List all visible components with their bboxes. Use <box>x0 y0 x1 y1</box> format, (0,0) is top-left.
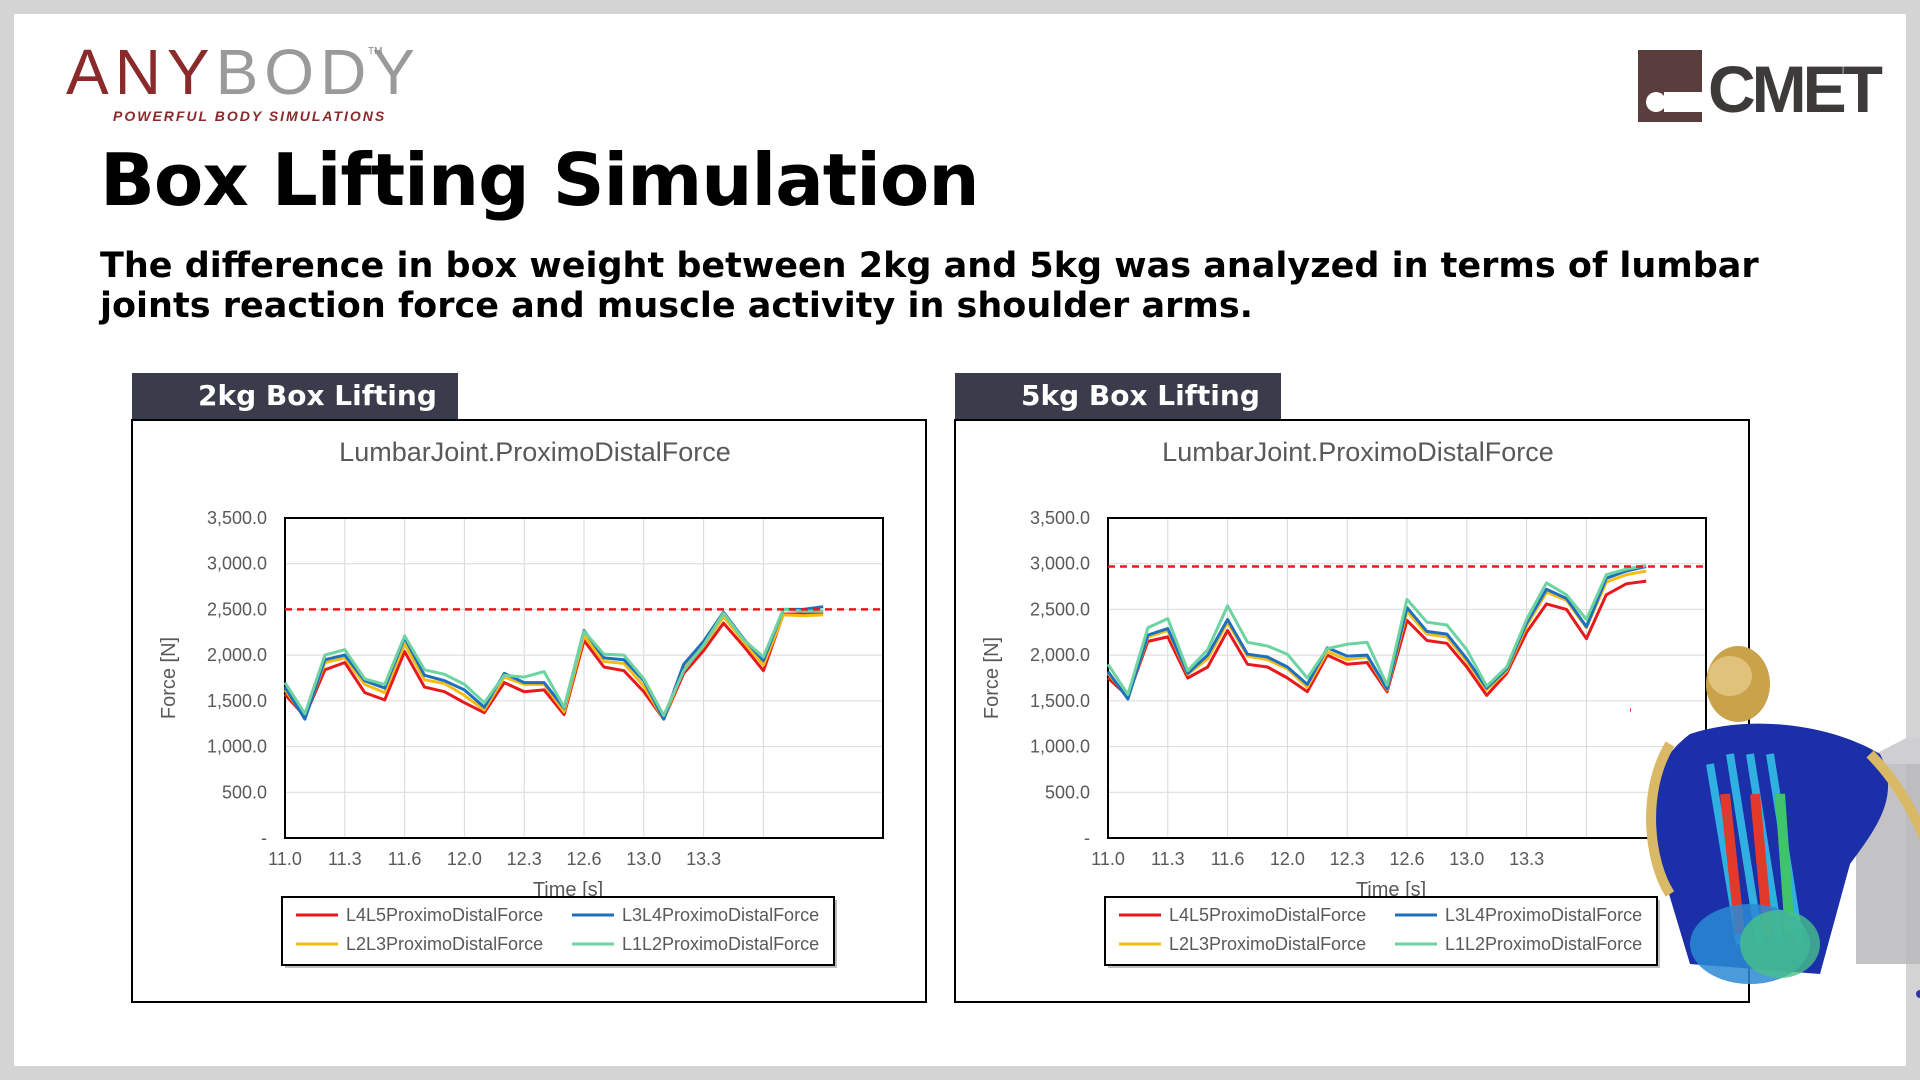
page-title: Box Lifting Simulation <box>100 138 980 222</box>
x-tick-label: 12.6 <box>566 849 601 869</box>
x-tick-label: 11.6 <box>1211 849 1245 869</box>
y-tick-label: 2,000.0 <box>1030 645 1090 665</box>
legend-label: L2L3ProximoDistalForce <box>1169 934 1366 954</box>
series-line-L4L5ProximoDistalForce <box>283 611 824 721</box>
chart-title: LumbarJoint.ProximoDistalForce <box>339 437 731 467</box>
y-tick-label: - <box>261 828 267 848</box>
x-tick-label: 11.0 <box>268 849 302 869</box>
y-tick-label: 1,000.0 <box>207 737 267 757</box>
y-tick-label: 3,000.0 <box>1030 554 1090 574</box>
logo-tagline: POWERFUL BODY SIMULATIONS <box>113 108 387 124</box>
x-tick-label: 12.6 <box>1389 849 1424 869</box>
x-tick-label: 13.3 <box>1509 849 1544 869</box>
logo-any-text: ANY <box>66 36 216 108</box>
chart-panel-2kg: LumbarJoint.ProximoDistalForce 11.0 11.3 11… <box>131 419 927 1003</box>
plot-area-frame <box>284 517 884 839</box>
series-line-L4L5ProximoDistalForce <box>1106 579 1647 698</box>
legend-label: L3L4ProximoDistalForce <box>622 905 819 925</box>
musculoskeletal-model-image <box>1630 646 1920 998</box>
cmet-logo: CMET <box>1638 50 1887 122</box>
slide: ANYBODY TM POWERFUL BODY SIMULATIONS CME… <box>14 14 1920 1066</box>
series-line-L2L3ProximoDistalForce <box>283 613 824 721</box>
y-tick-label: 1,000.0 <box>1030 737 1090 757</box>
y-tick-label: 2,500.0 <box>207 599 267 619</box>
x-tick-label: 11.3 <box>328 849 362 869</box>
x-tick-label: 12.3 <box>507 849 542 869</box>
plot-area-frame <box>1107 517 1707 839</box>
y-tick-label: 500.0 <box>1045 782 1090 802</box>
x-tick-label: 13.3 <box>686 849 721 869</box>
legend-label: L4L5ProximoDistalForce <box>346 905 543 925</box>
legend-box <box>1104 896 1658 966</box>
legend-label: L1L2ProximoDistalForce <box>622 934 819 954</box>
x-axis-label: Time [s] <box>1356 879 1426 901</box>
series-line-L1L2ProximoDistalForce <box>1106 564 1647 696</box>
legend-label: L2L3ProximoDistalForce <box>346 934 543 954</box>
y-tick-label: 3,500.0 <box>1030 508 1090 528</box>
x-tick-label: 11.6 <box>388 849 422 869</box>
y-tick-label: 2,500.0 <box>1030 599 1090 619</box>
panel-tab-2kg: 2kg Box Lifting <box>132 373 458 419</box>
y-tick-label: 3,000.0 <box>207 554 267 574</box>
logo-body-text: BODY <box>215 36 421 108</box>
chart-panel-5kg: LumbarJoint.ProximoDistalForce 11.0 11.3 11… <box>954 419 1750 1003</box>
logo-trademark: TM <box>368 46 383 57</box>
legend-label: L4L5ProximoDistalForce <box>1169 905 1366 925</box>
series-line-L1L2ProximoDistalForce <box>283 607 824 717</box>
legend-label: L3L4ProximoDistalForce <box>1445 905 1642 925</box>
panel-tab-5kg: 5kg Box Lifting <box>955 373 1281 419</box>
y-tick-label: 1,500.0 <box>1030 691 1090 711</box>
x-tick-label: 11.3 <box>1151 849 1185 869</box>
y-tick-label: 500.0 <box>222 782 267 802</box>
y-tick-label: 3,500.0 <box>207 508 267 528</box>
y-tick-label: 1,500.0 <box>207 691 267 711</box>
y-axis-label: Force [N] <box>158 637 180 719</box>
anybody-logo: ANYBODY TM POWERFUL BODY SIMULATIONS <box>66 36 421 124</box>
chart-title: LumbarJoint.ProximoDistalForce <box>1162 437 1554 467</box>
x-tick-label: 12.3 <box>1330 849 1365 869</box>
y-axis-label: Force [N] <box>981 637 1003 719</box>
x-axis-label: Time [s] <box>533 879 603 901</box>
legend-label: L1L2ProximoDistalForce <box>1445 934 1642 954</box>
subtitle: The difference in box weight between 2kg… <box>100 246 1759 326</box>
x-tick-label: 13.0 <box>1449 849 1484 869</box>
legend-box <box>281 896 835 966</box>
lumbar-force-chart-5kg: LumbarJoint.ProximoDistalForce 11.0 11.3 11… <box>981 437 1707 968</box>
cmet-logo-text: CMET <box>1708 52 1883 122</box>
x-tick-label: 12.0 <box>1270 849 1305 869</box>
x-tick-label: 12.0 <box>447 849 482 869</box>
y-tick-label: - <box>1084 828 1090 848</box>
series-line-L3L4ProximoDistalForce <box>1106 565 1647 701</box>
x-tick-label: 11.0 <box>1091 849 1125 869</box>
y-tick-label: 2,000.0 <box>207 645 267 665</box>
x-tick-label: 13.0 <box>626 849 661 869</box>
lumbar-force-chart-2kg: LumbarJoint.ProximoDistalForce 11.0 11.3 11… <box>158 437 884 968</box>
